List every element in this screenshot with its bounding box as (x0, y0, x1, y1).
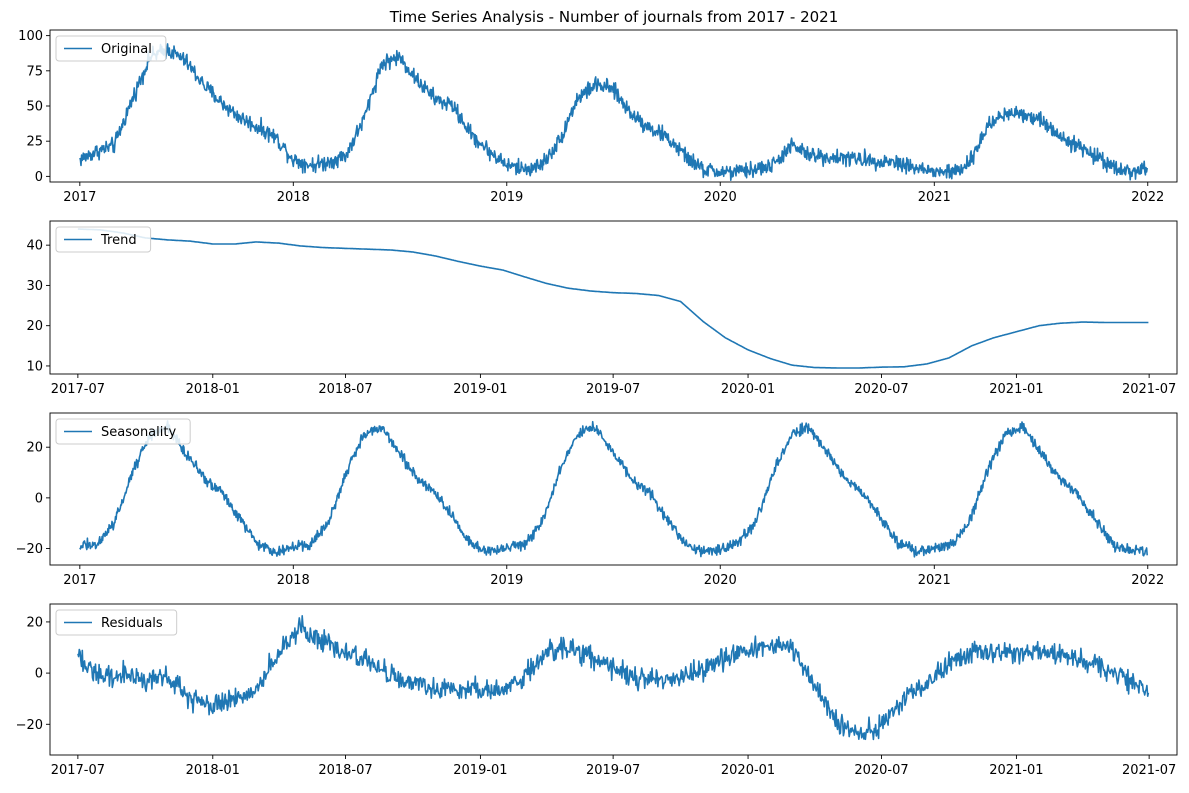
original-legend-label: Original (101, 42, 152, 57)
seasonality-x-tick-label: 2020 (704, 573, 737, 588)
residuals-legend-box (55, 609, 178, 636)
trend-x-tick-label: 2019-07 (586, 382, 640, 397)
residuals-axes-frame (49, 603, 1178, 756)
chart-title: Time Series Analysis - Number of journal… (389, 8, 839, 26)
residuals-x-tick-label: 2021-07 (1122, 763, 1176, 778)
original-y-tick-label: 50 (26, 100, 43, 115)
seasonality-y-tick-label: 20 (26, 441, 43, 456)
residuals-x-tick-label: 2018-07 (318, 763, 372, 778)
original-x-tick-label: 2019 (490, 190, 523, 205)
seasonality-legend: Seasonality (55, 418, 191, 445)
seasonality-legend-box (55, 418, 191, 445)
seasonality-y-tick-label: −20 (16, 542, 43, 557)
residuals-legend: Residuals (55, 609, 178, 636)
residuals-x-tick-label: 2020-01 (721, 763, 775, 778)
trend-panel: 2017-07 2018-01 2018-07 2019-01 2019-07 2020-… (26, 220, 1178, 397)
original-x-tick-label: 2021 (918, 190, 951, 205)
trend-legend: Trend (55, 226, 152, 253)
trend-x-tick-label: 2021-01 (989, 382, 1043, 397)
original-y-tick-label: 100 (18, 29, 43, 44)
original-axes-frame (49, 29, 1178, 183)
original-x-tick-label: 2018 (277, 190, 310, 205)
seasonality-y-tick-label: 0 (35, 491, 43, 506)
seasonality-legend-label: Seasonality (101, 425, 176, 440)
residuals-y-tick-label: −20 (16, 718, 43, 733)
trend-x-tick-label: 2020-01 (721, 382, 775, 397)
trend-series-line (77, 228, 1149, 369)
trend-x-tick-label: 2017-07 (51, 382, 105, 397)
original-legend: Original (55, 35, 167, 62)
original-series-line (79, 43, 1148, 181)
residuals-x-tick-label: 2020-07 (854, 763, 908, 778)
original-panel: 2017 2018 2019 2020 2021 2022 0 25 50 75 100 Origin… (18, 29, 1178, 205)
trend-x-tick-label: 2019-01 (453, 382, 507, 397)
trend-y-tick-label: 20 (26, 319, 43, 334)
residuals-panel: 2017-07 2018-01 2018-07 2019-01 2019-07 2020-… (16, 603, 1178, 778)
trend-x-tick-label: 2020-07 (854, 382, 908, 397)
seasonality-axes-frame (49, 412, 1178, 566)
residuals-x-tick-label: 2018-01 (186, 763, 240, 778)
residuals-series-line (77, 615, 1150, 741)
original-y-tick-label: 25 (26, 135, 43, 150)
seasonality-series-line (79, 420, 1148, 558)
seasonality-x-tick-label: 2018 (277, 573, 310, 588)
original-y-tick-label: 0 (35, 170, 43, 185)
seasonality-panel: 2017 2018 2019 2020 2021 2022 −20 0 20 Seasonalit… (16, 412, 1178, 588)
residuals-y-tick-label: 20 (26, 615, 43, 630)
original-legend-box (55, 35, 167, 62)
trend-y-tick-label: 30 (26, 279, 43, 294)
residuals-x-tick-label: 2019-07 (586, 763, 640, 778)
trend-y-tick-label: 10 (26, 359, 43, 374)
seasonality-x-tick-label: 2021 (918, 573, 951, 588)
seasonality-x-tick-label: 2022 (1131, 573, 1164, 588)
residuals-x-tick-label: 2019-01 (453, 763, 507, 778)
trend-legend-box (55, 226, 152, 253)
original-x-tick-label: 2017 (63, 190, 96, 205)
residuals-x-tick-label: 2017-07 (51, 763, 105, 778)
original-y-tick-label: 75 (26, 64, 43, 79)
trend-x-tick-label: 2018-01 (186, 382, 240, 397)
original-x-tick-label: 2022 (1131, 190, 1164, 205)
trend-x-tick-label: 2021-07 (1122, 382, 1176, 397)
residuals-x-tick-label: 2021-01 (989, 763, 1043, 778)
original-x-tick-label: 2020 (704, 190, 737, 205)
seasonality-x-tick-label: 2017 (63, 573, 96, 588)
trend-y-tick-label: 40 (26, 239, 43, 254)
trend-x-tick-label: 2018-07 (318, 382, 372, 397)
residuals-y-tick-label: 0 (35, 667, 43, 682)
seasonality-x-tick-label: 2019 (490, 573, 523, 588)
trend-legend-label: Trend (100, 233, 137, 248)
residuals-legend-label: Residuals (101, 616, 163, 631)
